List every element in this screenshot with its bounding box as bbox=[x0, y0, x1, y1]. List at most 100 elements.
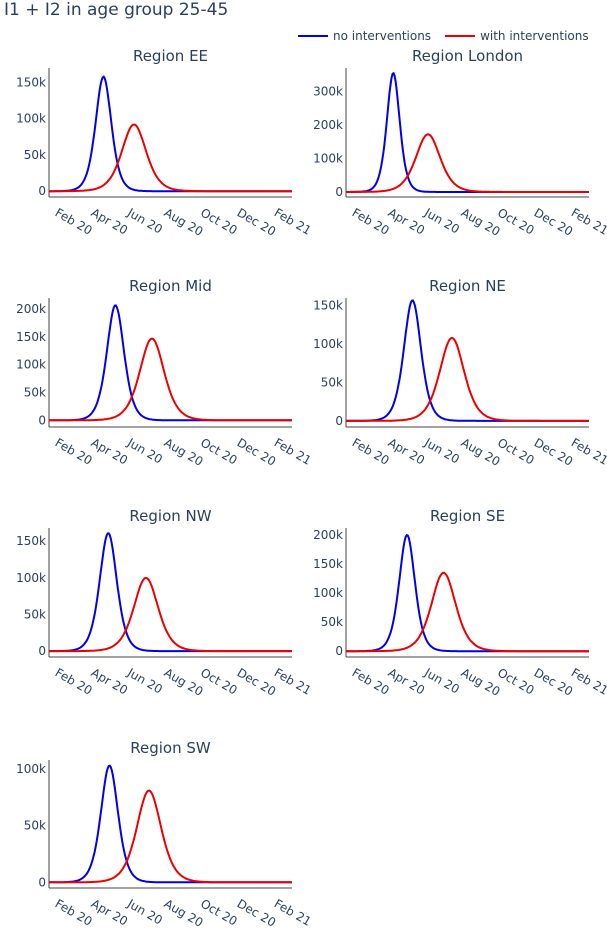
x-tick-label: Dec 20 bbox=[235, 205, 279, 238]
y-tick-label: 0 bbox=[335, 644, 343, 658]
y-tick-label: 50k bbox=[24, 607, 46, 621]
legend-item-no-interventions[interactable]: no interventions bbox=[298, 29, 431, 43]
x-tick-label: Apr 20 bbox=[89, 665, 131, 697]
y-tick-label: 150k bbox=[16, 534, 46, 548]
x-tick-label: Apr 20 bbox=[89, 896, 131, 928]
x-tick-label: Feb 21 bbox=[272, 896, 314, 928]
series-line-no-interventions bbox=[346, 299, 589, 422]
y-tick-label: 0 bbox=[38, 184, 46, 198]
x-tick-label: Feb 20 bbox=[350, 665, 392, 697]
y-tick-label: 100k bbox=[16, 112, 46, 126]
series-line-with-interventions bbox=[49, 789, 292, 884]
y-tick-label: 150k bbox=[16, 330, 46, 344]
x-tick-label: Oct 20 bbox=[495, 435, 537, 467]
x-tick-label: Apr 20 bbox=[89, 205, 131, 237]
x-tick-label: Aug 20 bbox=[162, 665, 206, 698]
legend-label-no-interventions: no interventions bbox=[333, 29, 432, 43]
x-tick-label: Feb 20 bbox=[53, 435, 95, 467]
x-tick-label: Oct 20 bbox=[198, 665, 240, 697]
x-tick-label: Aug 20 bbox=[162, 896, 206, 929]
series-line-with-interventions bbox=[346, 133, 589, 193]
x-tick-label: Feb 21 bbox=[569, 205, 607, 237]
y-tick-label: 150k bbox=[313, 557, 343, 571]
legend-label-with-interventions: with interventions bbox=[480, 29, 589, 43]
x-tick-label: Aug 20 bbox=[459, 435, 503, 468]
x-tick-label: Feb 20 bbox=[53, 665, 95, 697]
y-tick-label: 100k bbox=[16, 571, 46, 585]
y-tick-label: 0 bbox=[38, 644, 46, 658]
x-tick-label: Jun 20 bbox=[421, 205, 462, 237]
series-line-with-interventions bbox=[346, 336, 589, 422]
x-tick-label: Dec 20 bbox=[532, 205, 576, 238]
series-line-no-interventions bbox=[346, 71, 589, 193]
x-tick-label: Feb 20 bbox=[350, 205, 392, 237]
legend-line-no-interventions bbox=[298, 35, 328, 37]
x-tick-label: Dec 20 bbox=[235, 896, 279, 929]
y-tick-label: 0 bbox=[38, 875, 46, 889]
series-line-with-interventions bbox=[346, 571, 589, 653]
y-tick-label: 100k bbox=[313, 337, 343, 351]
series-line-with-interventions bbox=[49, 576, 292, 653]
x-tick-label: Apr 20 bbox=[386, 205, 428, 237]
legend[interactable]: no interventions with interventions bbox=[298, 29, 603, 43]
x-tick-label: Jun 20 bbox=[124, 435, 165, 467]
y-tick-label: 100k bbox=[313, 151, 343, 165]
series-line-no-interventions bbox=[346, 533, 589, 653]
series-line-with-interventions bbox=[49, 337, 292, 422]
legend-item-with-interventions[interactable]: with interventions bbox=[445, 29, 589, 43]
x-tick-label: Jun 20 bbox=[421, 435, 462, 467]
x-tick-label: Feb 20 bbox=[350, 435, 392, 467]
series-line-no-interventions bbox=[49, 304, 292, 422]
series-line-no-interventions bbox=[49, 764, 292, 884]
panel-title-region-se: Region SE bbox=[430, 507, 505, 525]
y-tick-label: 200k bbox=[16, 302, 46, 316]
y-tick-label: 100k bbox=[313, 586, 343, 600]
chart-title: I1 + I2 in age group 25-45 bbox=[4, 0, 229, 20]
x-tick-label: Aug 20 bbox=[459, 665, 503, 698]
y-tick-label: 200k bbox=[313, 528, 343, 542]
x-tick-label: Dec 20 bbox=[235, 665, 279, 698]
y-tick-label: 50k bbox=[321, 375, 343, 389]
x-tick-label: Dec 20 bbox=[532, 435, 576, 468]
series-line-no-interventions bbox=[49, 75, 292, 193]
y-tick-label: 100k bbox=[16, 762, 46, 776]
panel-title-region-ne: Region NE bbox=[429, 277, 506, 295]
x-tick-label: Feb 20 bbox=[53, 896, 95, 928]
x-tick-label: Aug 20 bbox=[162, 435, 206, 468]
x-tick-label: Feb 20 bbox=[53, 205, 95, 237]
x-tick-label: Feb 21 bbox=[569, 435, 607, 467]
x-tick-label: Jun 20 bbox=[421, 665, 462, 697]
y-tick-label: 50k bbox=[24, 148, 46, 162]
x-tick-label: Feb 21 bbox=[569, 665, 607, 697]
x-tick-label: Feb 21 bbox=[272, 665, 314, 697]
panel-title-region-ee: Region EE bbox=[133, 47, 208, 65]
y-tick-label: 150k bbox=[313, 299, 343, 313]
x-tick-label: Oct 20 bbox=[495, 205, 537, 237]
x-tick-label: Jun 20 bbox=[124, 665, 165, 697]
panel-title-region-london: Region London bbox=[412, 47, 523, 65]
x-tick-label: Aug 20 bbox=[459, 205, 503, 238]
x-tick-label: Dec 20 bbox=[532, 665, 576, 698]
x-tick-label: Feb 21 bbox=[272, 435, 314, 467]
y-tick-label: 0 bbox=[335, 414, 343, 428]
series-line-with-interventions bbox=[49, 123, 292, 193]
x-tick-label: Apr 20 bbox=[89, 435, 131, 467]
panel-title-region-mid: Region Mid bbox=[129, 277, 212, 295]
x-tick-label: Feb 21 bbox=[272, 205, 314, 237]
legend-line-with-interventions bbox=[445, 35, 476, 37]
y-tick-label: 100k bbox=[16, 358, 46, 372]
y-tick-label: 200k bbox=[313, 118, 343, 132]
panel-title-region-sw: Region SW bbox=[130, 739, 211, 757]
x-tick-label: Oct 20 bbox=[495, 665, 537, 697]
x-tick-label: Apr 20 bbox=[386, 435, 428, 467]
x-tick-label: Oct 20 bbox=[198, 205, 240, 237]
y-tick-label: 0 bbox=[335, 185, 343, 199]
x-tick-label: Apr 20 bbox=[386, 665, 428, 697]
